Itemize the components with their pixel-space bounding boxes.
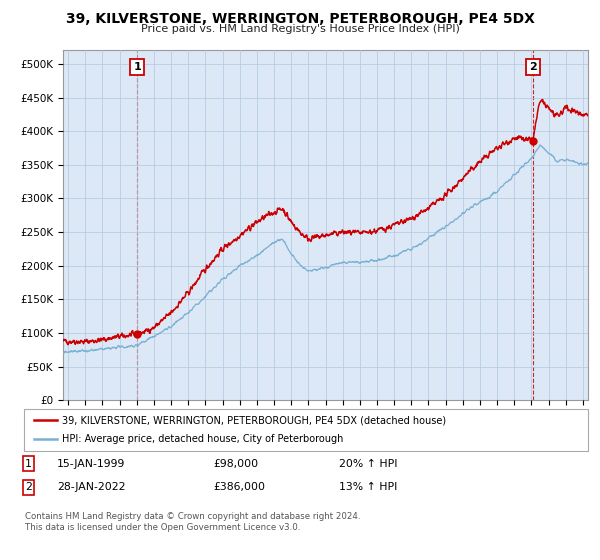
Text: 20% ↑ HPI: 20% ↑ HPI [339, 459, 397, 469]
Text: 39, KILVERSTONE, WERRINGTON, PETERBOROUGH, PE4 5DX: 39, KILVERSTONE, WERRINGTON, PETERBOROUG… [65, 12, 535, 26]
Text: Price paid vs. HM Land Registry's House Price Index (HPI): Price paid vs. HM Land Registry's House … [140, 24, 460, 34]
Text: 39, KILVERSTONE, WERRINGTON, PETERBOROUGH, PE4 5DX (detached house): 39, KILVERSTONE, WERRINGTON, PETERBOROUG… [62, 415, 446, 425]
Text: 2: 2 [529, 62, 536, 72]
Text: 15-JAN-1999: 15-JAN-1999 [57, 459, 125, 469]
Text: Contains HM Land Registry data © Crown copyright and database right 2024.
This d: Contains HM Land Registry data © Crown c… [25, 512, 361, 532]
Text: 2: 2 [25, 482, 32, 492]
Text: 1: 1 [25, 459, 32, 469]
Text: £386,000: £386,000 [213, 482, 265, 492]
Text: HPI: Average price, detached house, City of Peterborough: HPI: Average price, detached house, City… [62, 435, 344, 445]
Text: £98,000: £98,000 [213, 459, 258, 469]
FancyBboxPatch shape [24, 409, 588, 451]
Text: 13% ↑ HPI: 13% ↑ HPI [339, 482, 397, 492]
Text: 28-JAN-2022: 28-JAN-2022 [57, 482, 125, 492]
Text: 1: 1 [134, 62, 142, 72]
